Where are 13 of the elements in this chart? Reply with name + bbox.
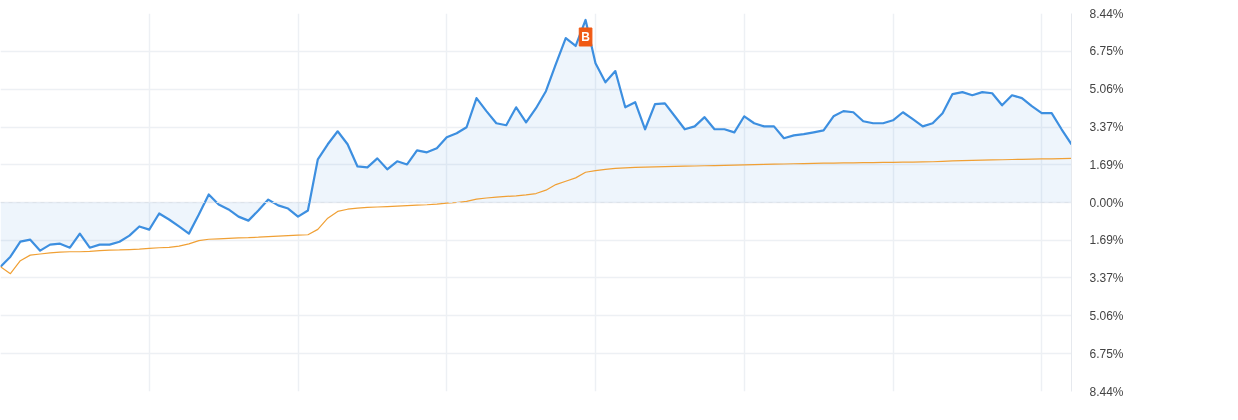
- line-series: [0, 157, 1072, 275]
- y-tick-label: 0.00%: [1089, 195, 1124, 210]
- y-tick-label: 8.44%: [1089, 6, 1124, 21]
- y-tick-label: 1.69%: [1089, 233, 1124, 248]
- annotation: B: [581, 29, 591, 44]
- y-tick-label: 3.37%: [1089, 270, 1124, 285]
- y-tick-label: 6.75%: [1089, 44, 1124, 59]
- y-tick-label: 8.44%: [1089, 384, 1124, 399]
- y-tick-label: 6.75%: [1089, 346, 1124, 361]
- y-tick-label: 1.69%: [1089, 157, 1124, 172]
- y-tick-label: 5.06%: [1089, 82, 1124, 97]
- y-tick-label: 3.37%: [1089, 120, 1124, 135]
- y-tick-label: 5.06%: [1089, 308, 1124, 323]
